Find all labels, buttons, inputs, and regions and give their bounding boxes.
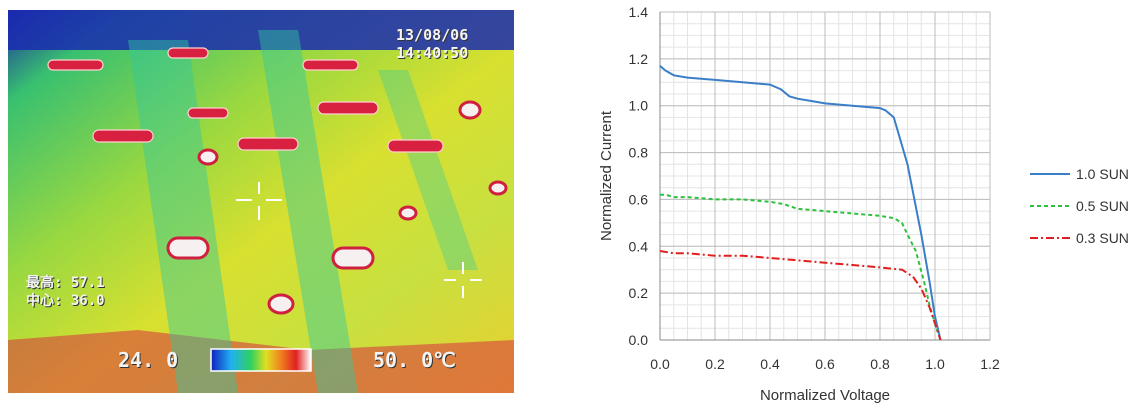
legend-label: 1.0 SUN (1076, 166, 1129, 182)
series-line (659, 250, 942, 341)
x-tick-label: 0.4 (760, 356, 780, 372)
y-tick-label: 0.8 (629, 145, 649, 161)
legend-label: 0.5 SUN (1076, 198, 1129, 214)
y-tick-label: 0.6 (629, 191, 649, 207)
y-tick-label: 1.0 (629, 98, 649, 114)
y-axis-label: Normalized Current (598, 110, 615, 241)
iv-curve-chart: 0.0 0.2 0.4 0.6 0.8 1.0 1.2 1.4 0.0 0.2 0.4 0.6 0.8 1… (590, 0, 1139, 405)
x-tick-label: 0.0 (650, 356, 670, 372)
thermal-center-temp: 中心: 36.0 (26, 293, 105, 309)
thermal-scale-min: 24. 0 (118, 348, 179, 372)
x-tick-label: 0.8 (870, 356, 890, 372)
series-line (660, 193, 942, 341)
y-tick-label: 0.4 (629, 238, 649, 254)
thermal-time: 14:40:50 (396, 44, 469, 62)
y-tick-label: 1.2 (629, 51, 649, 67)
x-tick-label: 1.0 (925, 356, 945, 372)
thermal-max-temp: 最高: 57.1 (26, 275, 105, 291)
thermal-image: 13/08/06 14:40:50 最高: 57.1 中心: 36.0 24. … (8, 10, 514, 393)
series-line (659, 65, 942, 341)
thermal-scene (8, 10, 514, 393)
legend-label: 0.3 SUN (1076, 230, 1129, 246)
x-tick-label: 0.2 (705, 356, 725, 372)
x-tick-label: 0.6 (815, 356, 835, 372)
chart-svg: 0.0 0.2 0.4 0.6 0.8 1.0 1.2 1.4 0.0 0.2 0.4 0.6 0.8 1… (598, 4, 1129, 404)
thermal-date: 13/08/06 (396, 26, 469, 44)
x-tick-label: 1.2 (980, 356, 1000, 372)
y-tick-label: 1.4 (629, 4, 649, 20)
thermal-scale-max: 50. 0℃ (373, 348, 456, 372)
x-axis-label: Normalized Voltage (760, 387, 890, 404)
y-tick-label: 0.0 (629, 332, 649, 348)
y-tick-label: 0.2 (629, 285, 649, 301)
